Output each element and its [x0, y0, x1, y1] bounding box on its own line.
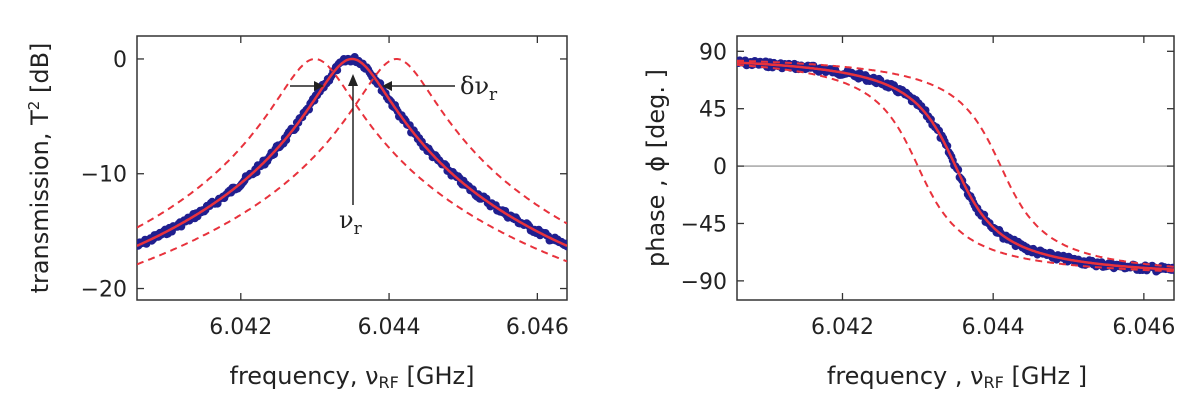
x-label-main: frequency, ν	[230, 362, 379, 390]
transmission-ytick-label: −20	[81, 278, 127, 303]
y-label-main: transmission, T	[26, 110, 54, 294]
transmission-ticks: 6.042 6.044 6.046 0 −10 −20	[81, 36, 569, 340]
transmission-xtick-label: 6.046	[506, 315, 569, 340]
phase-xtick-label: 6.046	[1112, 315, 1175, 340]
phase-x-axis-label: frequency , νRF [GHz ]	[827, 362, 1087, 392]
x-label-sub: RF	[379, 373, 399, 392]
phase-ytick-label: −90	[681, 270, 727, 295]
linewidth-arrowhead-right	[382, 81, 392, 91]
transmission-xtick-label: 6.044	[358, 315, 421, 340]
linewidth-label: δνr	[460, 72, 498, 105]
phase-shifted-low-dashed-line	[737, 63, 1174, 273]
phase-plot-frame	[736, 35, 1175, 301]
center-label-main: ν	[339, 206, 354, 234]
phase-y-axis-label: phase , ϕ [deg. ]	[642, 69, 670, 267]
phase-xtick-label: 6.044	[962, 315, 1025, 340]
transmission-ytick-label: 0	[113, 48, 127, 73]
center-frequency-label: νr	[339, 206, 363, 239]
transmission-plot-frame	[136, 35, 568, 301]
phase-ytick-label: 90	[699, 40, 727, 65]
linewidth-arrowhead-left	[314, 81, 324, 91]
x-label-main: frequency , ν	[827, 362, 984, 390]
center-label-sub: r	[354, 219, 363, 239]
transmission-ytick-label: −10	[81, 163, 127, 188]
phase-ytick-label: 0	[713, 155, 727, 180]
transmission-y-axis-label: transmission, T2 [dB]	[25, 43, 54, 294]
linewidth-annotation: δνr	[290, 72, 498, 105]
phase-fit-line	[737, 61, 1174, 271]
transmission-fit-line	[137, 57, 567, 248]
center-arrowhead	[348, 74, 358, 86]
linewidth-label-sub: r	[489, 85, 498, 105]
linewidth-label-main: δν	[460, 72, 489, 100]
transmission-curves	[137, 53, 567, 266]
phase-curves	[737, 56, 1174, 276]
x-label-unit: [GHz ]	[1004, 362, 1087, 390]
phase-xtick-label: 6.042	[811, 315, 874, 340]
phase-panel: 6.042 6.044 6.046 90 45 0 −45 −90 frequency , ν…	[642, 35, 1175, 392]
y-label-unit: [deg. ]	[642, 69, 670, 156]
phase-ytick-label: 45	[699, 98, 727, 123]
center-frequency-annotation: νr	[339, 74, 363, 239]
phase-ytick-label: −45	[681, 212, 727, 237]
transmission-shifted-low-dashed-line	[137, 58, 567, 263]
y-label-main: phase , ϕ	[642, 156, 670, 267]
transmission-shifted-high-dashed-line	[137, 58, 567, 266]
y-label-sup: 2	[25, 101, 43, 111]
transmission-x-axis-label: frequency, νRF [GHz]	[230, 362, 475, 392]
transmission-xtick-label: 6.042	[209, 315, 272, 340]
phase-shifted-high-dashed-line	[737, 59, 1174, 268]
phase-ticks: 6.042 6.044 6.046 90 45 0 −45 −90	[681, 36, 1175, 340]
x-label-sub: RF	[984, 373, 1004, 392]
x-label-unit: [GHz]	[399, 362, 475, 390]
y-label-unit: [dB]	[26, 43, 54, 101]
